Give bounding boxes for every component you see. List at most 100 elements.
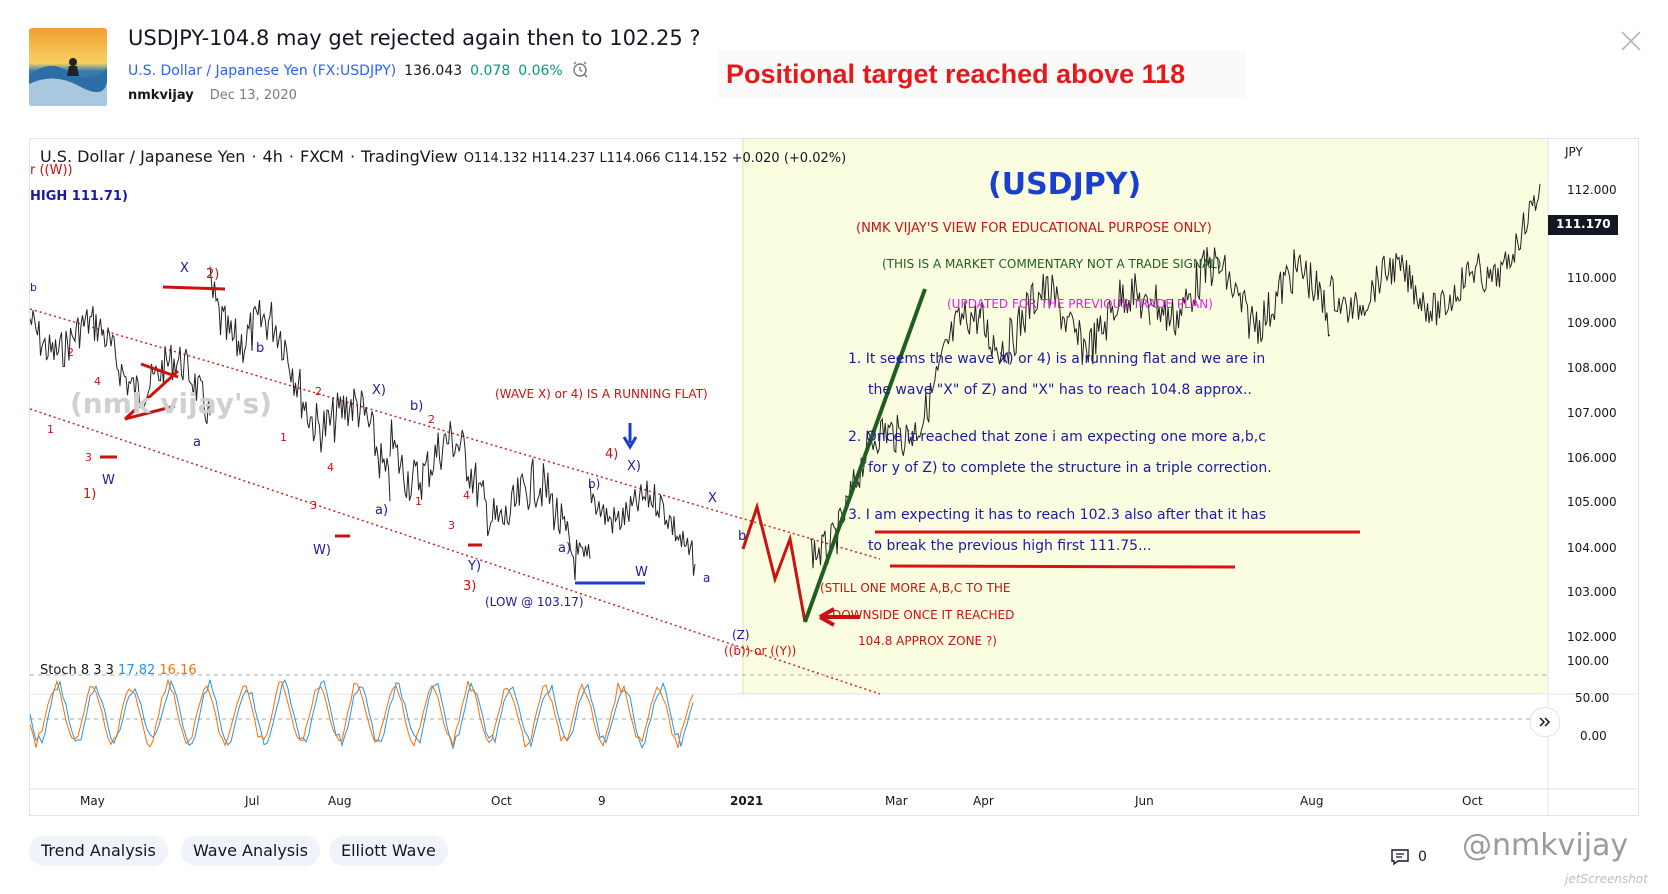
wave-label: 4	[94, 375, 101, 388]
legend-symbol: U.S. Dollar / Japanese Yen	[40, 147, 246, 166]
close-icon[interactable]	[1616, 26, 1646, 56]
current-price: 136.043	[404, 63, 463, 79]
legend-interval: 4h	[262, 147, 283, 166]
chart-panel[interactable]: U.S. Dollar / Japanese Yen · 4h · FXCM ·…	[29, 138, 1639, 816]
wave-label: 1	[280, 431, 287, 444]
time-tick: Mar	[885, 794, 908, 808]
wave-label: a)	[558, 541, 572, 556]
tag-wave-analysis[interactable]: Wave Analysis	[181, 836, 320, 866]
chart-legend[interactable]: U.S. Dollar / Japanese Yen · 4h · FXCM ·…	[40, 147, 847, 166]
price-tick: 104.000	[1567, 541, 1617, 555]
stoch-tick: 0.00	[1580, 729, 1607, 743]
alert-clock-icon[interactable]	[571, 60, 589, 82]
point-1a: 1. It seems the wave X) or 4) is a runni…	[848, 351, 1266, 367]
z-label: (Z)	[732, 628, 750, 642]
symbol-name[interactable]: U.S. Dollar / Japanese Yen	[128, 63, 308, 79]
wave-label: 4	[327, 461, 334, 474]
projection-path	[741, 501, 807, 623]
price-tick: 102.000	[1567, 630, 1617, 644]
target-line	[803, 288, 927, 623]
price-axis-currency: JPY	[1565, 145, 1583, 159]
wave-label: 3	[310, 499, 317, 512]
watermark: @nmkvijay	[1462, 828, 1629, 863]
stoch-d-value: 16.16	[159, 663, 197, 678]
wave-label: Y)	[468, 559, 482, 574]
stoch-label: Stoch 8 3 3	[40, 663, 114, 678]
legend-source: FXCM	[299, 147, 344, 166]
time-tick: Aug	[328, 794, 352, 808]
still-note-3: 104.8 APPROX ZONE ?)	[858, 634, 997, 648]
symbol-code[interactable]: FX:USDJPY	[317, 63, 391, 79]
symbol-link[interactable]: U.S. Dollar / Japanese Yen (FX:USDJPY)	[128, 63, 396, 79]
wave-label: 1)	[83, 487, 97, 502]
time-tick: Oct	[1462, 794, 1483, 808]
scroll-to-realtime-button[interactable]	[1530, 707, 1560, 737]
wave-label: b	[256, 341, 265, 356]
wave-label: a	[703, 571, 711, 585]
current-price-label: 111.170	[1556, 217, 1611, 231]
stoch-tick: 50.00	[1575, 691, 1610, 705]
time-tick: 2021	[730, 794, 764, 808]
stoch-k-line	[30, 678, 694, 750]
commentary-note: (THIS IS A MARKET COMMENTARY NOT A TRADE…	[882, 257, 1222, 271]
legend-ohlc: O114.132 H114.237 L114.066 C114.152 +0.0…	[463, 151, 847, 166]
wave-label: a)	[375, 503, 389, 518]
wave-label: b)	[410, 399, 424, 414]
brand-watermark: jetScreenshot	[1565, 872, 1648, 886]
price-tick: 103.000	[1567, 585, 1617, 599]
idea-thumbnail	[29, 28, 107, 106]
chart-watermark: (nmk vijay's)	[70, 387, 273, 420]
comments-button[interactable]: 0	[1390, 848, 1427, 866]
author-link[interactable]: nmkvijay	[128, 88, 194, 103]
time-tick: May	[80, 794, 105, 808]
price-tick: 105.000	[1567, 495, 1617, 509]
wave-label: 3	[448, 519, 455, 532]
annotation-high-label: HIGH 111.71)	[30, 189, 128, 204]
price-tick: 107.000	[1567, 406, 1617, 420]
price-tick: 110.000	[1567, 271, 1617, 285]
wave-label: 3	[85, 451, 92, 464]
stoch-legend[interactable]: Stoch 8 3 3 17.82 16.16	[40, 663, 197, 678]
price-series-left	[30, 266, 696, 581]
still-note-1: (STILL ONE MORE A,B,C TO THE	[820, 581, 1011, 595]
point-3b: to break the previous high first 111.75.…	[868, 538, 1152, 554]
wave-label: 1	[415, 495, 422, 508]
price-series-right	[809, 183, 1541, 569]
stoch-d-line	[30, 678, 694, 748]
point-2a: 2. Once it reached that zone i am expect…	[848, 429, 1266, 445]
price-tick: 109.000	[1567, 316, 1617, 330]
time-tick: Oct	[491, 794, 512, 808]
idea-title: USDJPY-104.8 may get rejected again then…	[128, 26, 701, 50]
publish-date: Dec 13, 2020	[209, 88, 297, 103]
chart-canvas[interactable]	[30, 139, 1639, 816]
point-1b: the wave "X" of Z) and "X" has to reach …	[868, 382, 1252, 398]
symbol-row: U.S. Dollar / Japanese Yen (FX:USDJPY) 1…	[128, 60, 589, 82]
point-3a: 3. I am expecting it has to reach 102.3 …	[848, 507, 1267, 523]
time-tick: Jun	[1135, 794, 1154, 808]
symbol-close-paren: )	[390, 63, 397, 79]
update-note: Positional target reached above 118	[718, 50, 1246, 98]
wave-label: b	[30, 281, 37, 294]
tag-elliott-wave[interactable]: Elliott Wave	[329, 836, 448, 866]
comments-count: 0	[1418, 849, 1427, 865]
wave-label: W)	[313, 543, 331, 558]
wave-label: a	[193, 435, 201, 450]
wave-label: W	[635, 565, 648, 580]
double-chevron-right-icon	[1539, 717, 1551, 727]
point-2b: for y of Z) to complete the structure in…	[868, 460, 1272, 476]
time-tick: Aug	[1300, 794, 1324, 808]
wave-label: 1	[47, 423, 54, 436]
view-note: (NMK VIJAY'S VIEW FOR EDUCATIONAL PURPOS…	[856, 221, 1212, 236]
annotation-w-label: r ((W))	[30, 163, 73, 178]
symbol-open-paren: (	[312, 63, 318, 79]
wave-label: 2	[67, 346, 74, 359]
updated-note: (UPDATED FOR THE PREVIOUS TRADE PLAN)	[947, 297, 1213, 311]
wave-label: b)	[588, 477, 601, 491]
wave-label: b	[738, 529, 747, 544]
annotation-low: (LOW @ 103.17)	[485, 595, 584, 609]
wave-label: 4)	[605, 447, 619, 462]
arrow-left-icon	[819, 607, 860, 627]
tag-trend-analysis[interactable]: Trend Analysis	[29, 836, 168, 866]
price-tick: 106.000	[1567, 451, 1617, 465]
wave-label: X)	[627, 459, 641, 474]
